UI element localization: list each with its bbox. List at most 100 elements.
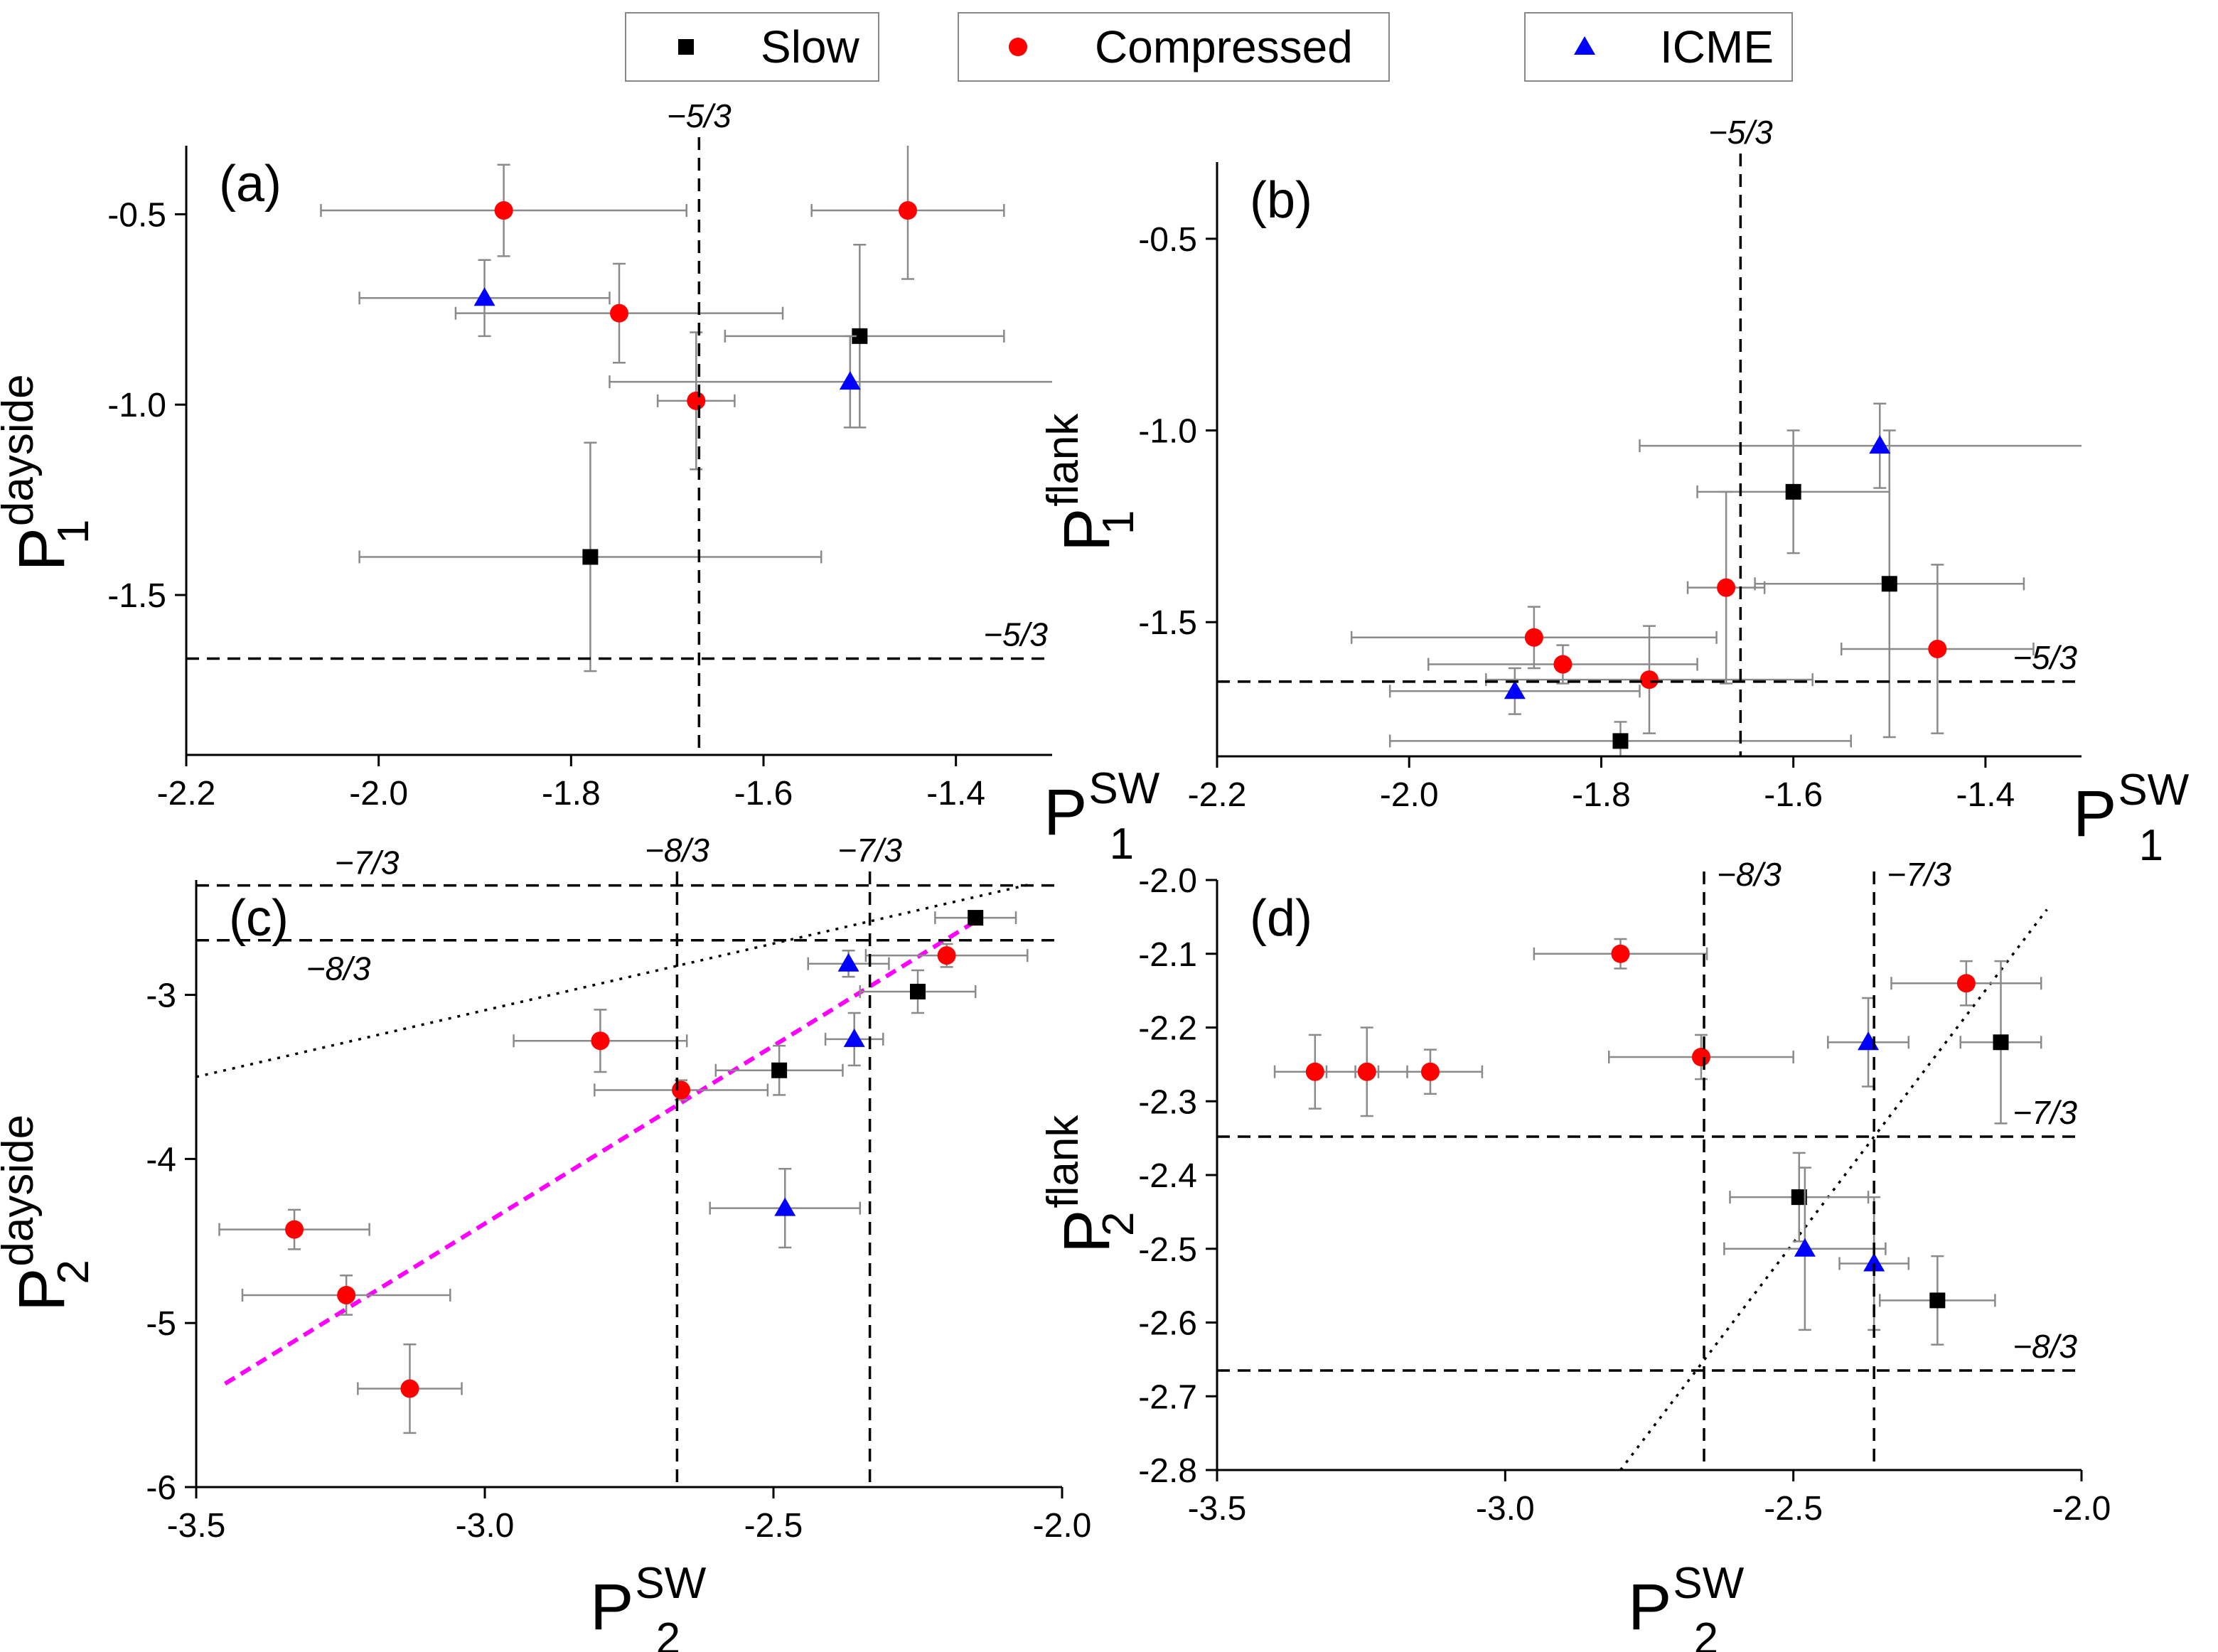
data-point-slow: [910, 983, 926, 999]
ref-line-label: −5/3: [2013, 639, 2077, 676]
ref-line-label: −7/3: [1887, 856, 1951, 893]
axis-title-sup: flank: [1039, 1115, 1088, 1208]
axis-title-main: P: [6, 527, 78, 571]
x-tick-label: -1.4: [1956, 776, 2015, 814]
y-axis-title: Pflank1: [1039, 413, 1143, 552]
x-tick-label: -3.0: [1476, 1490, 1535, 1528]
data-point-icme: [774, 1197, 796, 1216]
plot-area: [320, 146, 1052, 672]
y-tick-label: -0.5: [1138, 221, 1197, 259]
x-tick-label: -3.5: [1188, 1490, 1247, 1528]
axis-title-sub: 1: [1110, 820, 1134, 869]
ref-line-label: −7/3: [335, 844, 400, 881]
data-point-icme: [473, 287, 495, 306]
y-axis-title-text: Pflank1: [1039, 413, 1143, 552]
legend: Slow Compressed ICME: [625, 12, 1793, 82]
ref-line-label: −5/3: [667, 97, 732, 134]
x-tick-label: -1.8: [1572, 776, 1631, 814]
data-point-icme: [1869, 435, 1891, 454]
data-point-compressed: [337, 1285, 356, 1304]
y-axis-title: Pdayside1: [0, 374, 98, 571]
data-point-slow: [771, 1062, 788, 1078]
data-point-compressed: [1717, 578, 1736, 597]
legend-box: [958, 12, 1390, 82]
ref-line-label: −8/3: [645, 832, 709, 869]
axis-title-sub: 2: [1094, 1212, 1143, 1236]
legend-label-icme: ICME: [1660, 21, 1774, 73]
data-point-slow: [1993, 1034, 2009, 1051]
data-point-icme: [839, 371, 861, 390]
y-tick-label: -1.5: [1138, 604, 1197, 642]
legend-label-slow: Slow: [761, 21, 860, 73]
y-tick-label: -2.0: [1138, 862, 1197, 900]
data-point-compressed: [1305, 1062, 1324, 1081]
ref-line-label: −7/3: [837, 832, 902, 869]
y-tick-label: -2.7: [1138, 1378, 1197, 1416]
axis-title-main: P: [2073, 778, 2116, 850]
axis-title-main: P: [1044, 776, 1087, 849]
panel-label: (d): [1250, 890, 1312, 947]
data-point-compressed: [1640, 670, 1659, 690]
data-point-slow: [1612, 733, 1629, 749]
panel-a: -2.2 -2.0 -1.8 -1.6 -1.4 -0.5 -1.0 -1.5 −5/3 −5/3…: [0, 97, 1160, 869]
axis-title-main: P: [1051, 1210, 1123, 1253]
data-point-compressed: [1524, 628, 1543, 647]
x-tick-label: -1.6: [1764, 776, 1823, 814]
axis-title-main: P: [590, 1571, 633, 1643]
x-tick-label: -2.0: [349, 775, 408, 812]
data-point-icme: [1794, 1238, 1816, 1257]
data-point-compressed: [400, 1379, 419, 1398]
panel-label: (b): [1250, 172, 1312, 229]
legend-marker-slow: [678, 39, 694, 55]
x-tick-label: -2.5: [1764, 1490, 1823, 1528]
data-point-compressed: [1420, 1062, 1440, 1081]
panel-label: (a): [219, 156, 282, 213]
y-tick-label: -3: [146, 977, 176, 1015]
ref-line-label: −7/3: [2013, 1094, 2077, 1131]
y-axis-title: Pflank2: [1039, 1115, 1143, 1253]
fit-line-dotted: [1619, 908, 2048, 1470]
x-tick-label: -3.5: [167, 1507, 226, 1545]
axis-title-main: P: [6, 1268, 78, 1312]
x-axis-title: PSW 2: [1628, 1559, 1745, 1652]
data-point-icme: [837, 953, 859, 972]
ref-line-label: −8/3: [306, 950, 371, 987]
data-point-compressed: [1357, 1062, 1376, 1081]
fit-line-magenta: [224, 916, 982, 1386]
fit-line-dotted: [196, 884, 1028, 1078]
y-axis-title-text: Pdayside2: [0, 1115, 98, 1312]
x-tick-label: -1.6: [734, 775, 793, 812]
y-tick-label: -6: [146, 1469, 176, 1507]
ref-line-label: −5/3: [983, 616, 1048, 653]
axis-title-sub: 1: [1094, 510, 1143, 535]
x-tick-label: -3.0: [456, 1507, 515, 1545]
panel-b: -2.2 -2.0 -1.8 -1.6 -1.4 -0.5 -1.0 -1.5 −5/3 −5/3…: [1039, 114, 2190, 870]
data-point-icme: [1504, 680, 1526, 699]
y-tick-label: -2.5: [1138, 1231, 1197, 1269]
panel-label: (c): [229, 890, 289, 947]
data-point-compressed: [1691, 1048, 1710, 1066]
data-point-compressed: [672, 1080, 691, 1100]
plot-area: [1350, 402, 2082, 756]
axis-title-sup: dayside: [0, 1115, 43, 1267]
x-axis-title: PSW 2: [590, 1559, 707, 1652]
x-axis-title: PSW 1: [1044, 764, 1160, 869]
legend-box: [1524, 12, 1793, 82]
data-point-compressed: [1928, 639, 1947, 658]
data-point-slow: [852, 328, 868, 344]
x-tick-label: -2.0: [1033, 1507, 1092, 1545]
y-tick-label: -2.8: [1138, 1452, 1197, 1490]
y-axis-title-text: Pdayside1: [0, 374, 98, 571]
data-point-slow: [968, 910, 984, 926]
x-tick-label: -2.2: [157, 775, 216, 812]
data-point-compressed: [687, 391, 706, 410]
data-point-icme: [1863, 1253, 1885, 1272]
x-tick-label: -2.0: [2052, 1490, 2111, 1528]
axis-title-sub: 1: [2139, 821, 2163, 870]
legend-marker-compressed: [1009, 38, 1027, 56]
x-tick-label: -2.0: [1380, 776, 1439, 814]
y-tick-label: -2.4: [1138, 1157, 1197, 1195]
y-axis-title: Pdayside2: [0, 1115, 98, 1312]
data-point-slow: [1929, 1292, 1946, 1309]
